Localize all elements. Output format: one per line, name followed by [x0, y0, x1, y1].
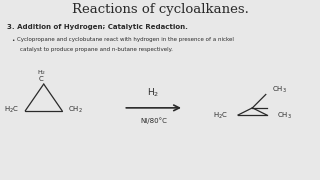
Text: H$_2$: H$_2$	[148, 87, 160, 99]
Text: catalyst to produce propane and n-butane respectively.: catalyst to produce propane and n-butane…	[20, 47, 173, 52]
Text: Cyclopropane and cyclobutane react with hydrogen in the presence of a nickel: Cyclopropane and cyclobutane react with …	[17, 37, 234, 42]
Text: NI/80°C: NI/80°C	[140, 117, 167, 124]
Text: C: C	[39, 76, 44, 82]
Text: •: •	[11, 38, 14, 43]
Text: 3. Addition of Hydrogen; Catalytic Redaction.: 3. Addition of Hydrogen; Catalytic Redac…	[7, 24, 188, 30]
Text: Reactions of cycloalkanes.: Reactions of cycloalkanes.	[72, 3, 248, 16]
Text: H$_2$: H$_2$	[37, 68, 46, 77]
Text: CH$_3$: CH$_3$	[277, 111, 292, 121]
Text: H$_2$C: H$_2$C	[4, 105, 20, 115]
Text: H$_2$C: H$_2$C	[213, 111, 228, 121]
Text: CH$_3$: CH$_3$	[271, 85, 286, 95]
Text: CH$_2$: CH$_2$	[68, 105, 83, 115]
